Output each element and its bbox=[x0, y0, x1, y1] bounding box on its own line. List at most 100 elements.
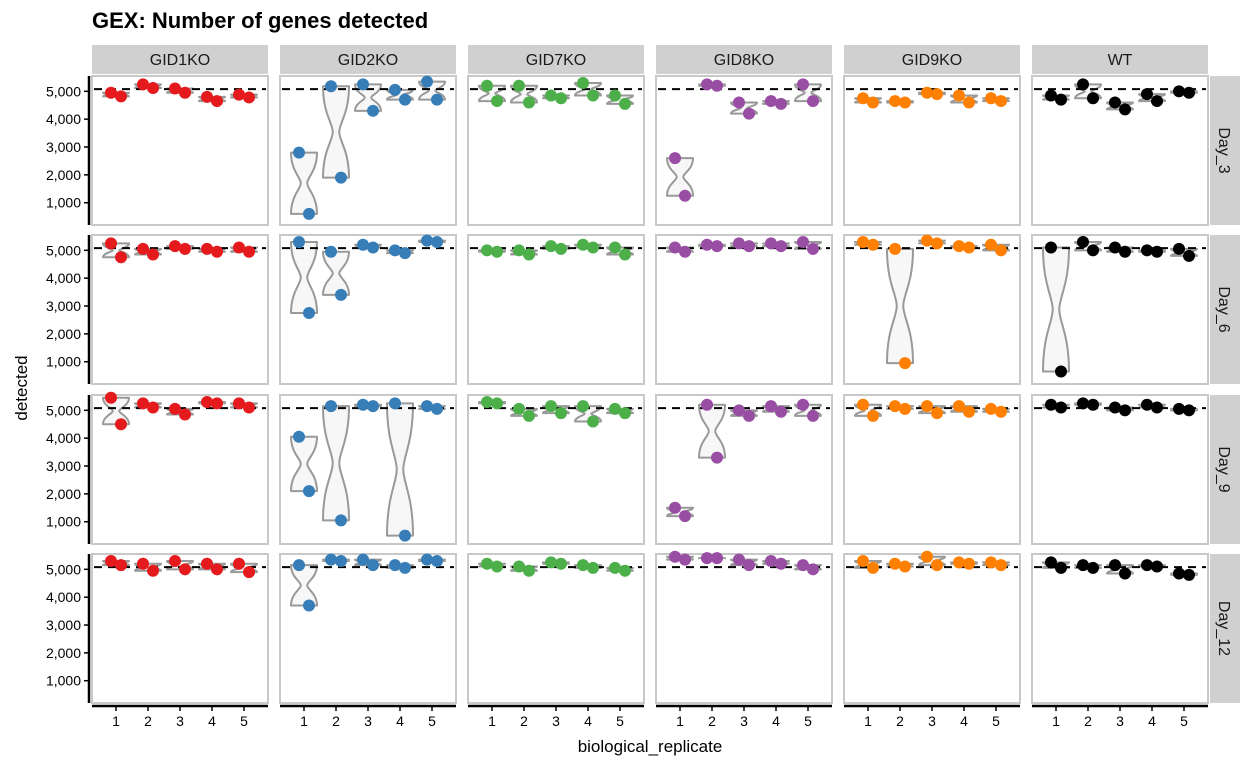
data-point bbox=[201, 395, 213, 408]
violin-shape bbox=[666, 157, 694, 197]
data-point bbox=[399, 561, 411, 574]
violin-shape bbox=[290, 564, 318, 607]
x-tick-label: 2 bbox=[1084, 713, 1092, 729]
data-point bbox=[1119, 245, 1131, 258]
data-point bbox=[765, 237, 777, 250]
facet-panel bbox=[843, 550, 1021, 704]
x-tick-label: 1 bbox=[112, 713, 120, 729]
data-point bbox=[889, 557, 901, 570]
column-strip bbox=[844, 45, 1020, 74]
data-point bbox=[303, 599, 315, 612]
data-point bbox=[1183, 86, 1195, 99]
data-point bbox=[545, 89, 557, 102]
column-strip bbox=[468, 45, 644, 74]
data-point bbox=[481, 395, 493, 408]
column-strip bbox=[1032, 45, 1208, 74]
data-point bbox=[679, 189, 691, 202]
x-tick-label: 3 bbox=[364, 713, 372, 729]
data-point bbox=[701, 398, 713, 411]
data-point bbox=[179, 86, 191, 99]
data-point bbox=[421, 553, 433, 566]
data-point bbox=[867, 96, 879, 109]
x-tick-label: 1 bbox=[864, 713, 872, 729]
facet-panel bbox=[655, 394, 833, 545]
x-tick-label: 5 bbox=[616, 713, 624, 729]
violin-shape bbox=[698, 403, 726, 459]
column-strip-label: GID1KO bbox=[150, 52, 210, 69]
data-point bbox=[1141, 88, 1153, 101]
facet-panel bbox=[467, 75, 645, 226]
y-tick-label: 5,000 bbox=[46, 83, 81, 99]
data-point bbox=[1055, 93, 1067, 106]
data-point bbox=[1055, 561, 1067, 574]
data-point bbox=[147, 401, 159, 414]
data-point bbox=[1077, 559, 1089, 572]
y-axis-title: detected bbox=[12, 355, 31, 420]
data-point bbox=[1119, 567, 1131, 580]
row-strip-label: Day_3 bbox=[1215, 127, 1232, 173]
violin-shape bbox=[1042, 246, 1070, 373]
x-axis-title: biological_replicate bbox=[578, 737, 723, 756]
panel-border bbox=[843, 234, 1021, 385]
data-point bbox=[491, 560, 503, 573]
data-point bbox=[857, 92, 869, 105]
data-point bbox=[545, 400, 557, 413]
data-point bbox=[1141, 398, 1153, 411]
data-point bbox=[985, 402, 997, 415]
panel-border bbox=[1031, 394, 1209, 545]
data-point bbox=[867, 561, 879, 574]
data-point bbox=[169, 554, 181, 567]
data-point bbox=[555, 92, 567, 105]
data-point bbox=[807, 409, 819, 422]
data-point bbox=[1151, 245, 1163, 258]
x-tick-label: 1 bbox=[676, 713, 684, 729]
y-tick-label: 1,000 bbox=[46, 195, 81, 211]
data-point bbox=[179, 408, 191, 421]
data-point bbox=[733, 237, 745, 250]
data-point bbox=[105, 554, 117, 567]
data-point bbox=[523, 96, 535, 109]
data-point bbox=[921, 550, 933, 563]
data-point bbox=[481, 244, 493, 257]
data-point bbox=[357, 398, 369, 411]
data-point bbox=[669, 501, 681, 514]
x-tick-label: 2 bbox=[332, 713, 340, 729]
data-point bbox=[201, 557, 213, 570]
data-point bbox=[711, 451, 723, 464]
data-point bbox=[293, 559, 305, 572]
data-point bbox=[995, 244, 1007, 257]
panel-border bbox=[467, 234, 645, 385]
data-point bbox=[743, 107, 755, 120]
data-point bbox=[953, 240, 965, 253]
data-point bbox=[609, 89, 621, 102]
data-point bbox=[899, 560, 911, 573]
x-tick-label: 1 bbox=[1052, 713, 1060, 729]
chart-title: GEX: Number of genes detected bbox=[92, 8, 428, 33]
data-point bbox=[1045, 556, 1057, 569]
data-point bbox=[115, 559, 127, 572]
data-point bbox=[1087, 398, 1099, 411]
x-tick-label: 2 bbox=[896, 713, 904, 729]
data-point bbox=[399, 247, 411, 260]
x-tick-label: 4 bbox=[396, 713, 404, 729]
data-point bbox=[243, 91, 255, 104]
data-point bbox=[985, 238, 997, 251]
data-point bbox=[765, 400, 777, 413]
data-point bbox=[995, 405, 1007, 418]
data-point bbox=[1087, 244, 1099, 257]
panel-border bbox=[467, 394, 645, 545]
panel-border bbox=[655, 553, 833, 704]
data-point bbox=[669, 550, 681, 563]
data-point bbox=[679, 245, 691, 258]
data-point bbox=[325, 80, 337, 93]
data-point bbox=[303, 306, 315, 319]
y-tick-label: 3,000 bbox=[46, 458, 81, 474]
data-point bbox=[931, 237, 943, 250]
column-strip-label: GID9KO bbox=[902, 52, 962, 69]
data-point bbox=[147, 564, 159, 577]
column-strip-label: GID8KO bbox=[714, 52, 774, 69]
y-tick-label: 1,000 bbox=[46, 354, 81, 370]
x-tick-label: 4 bbox=[208, 713, 216, 729]
data-point bbox=[491, 397, 503, 410]
data-point bbox=[491, 245, 503, 258]
